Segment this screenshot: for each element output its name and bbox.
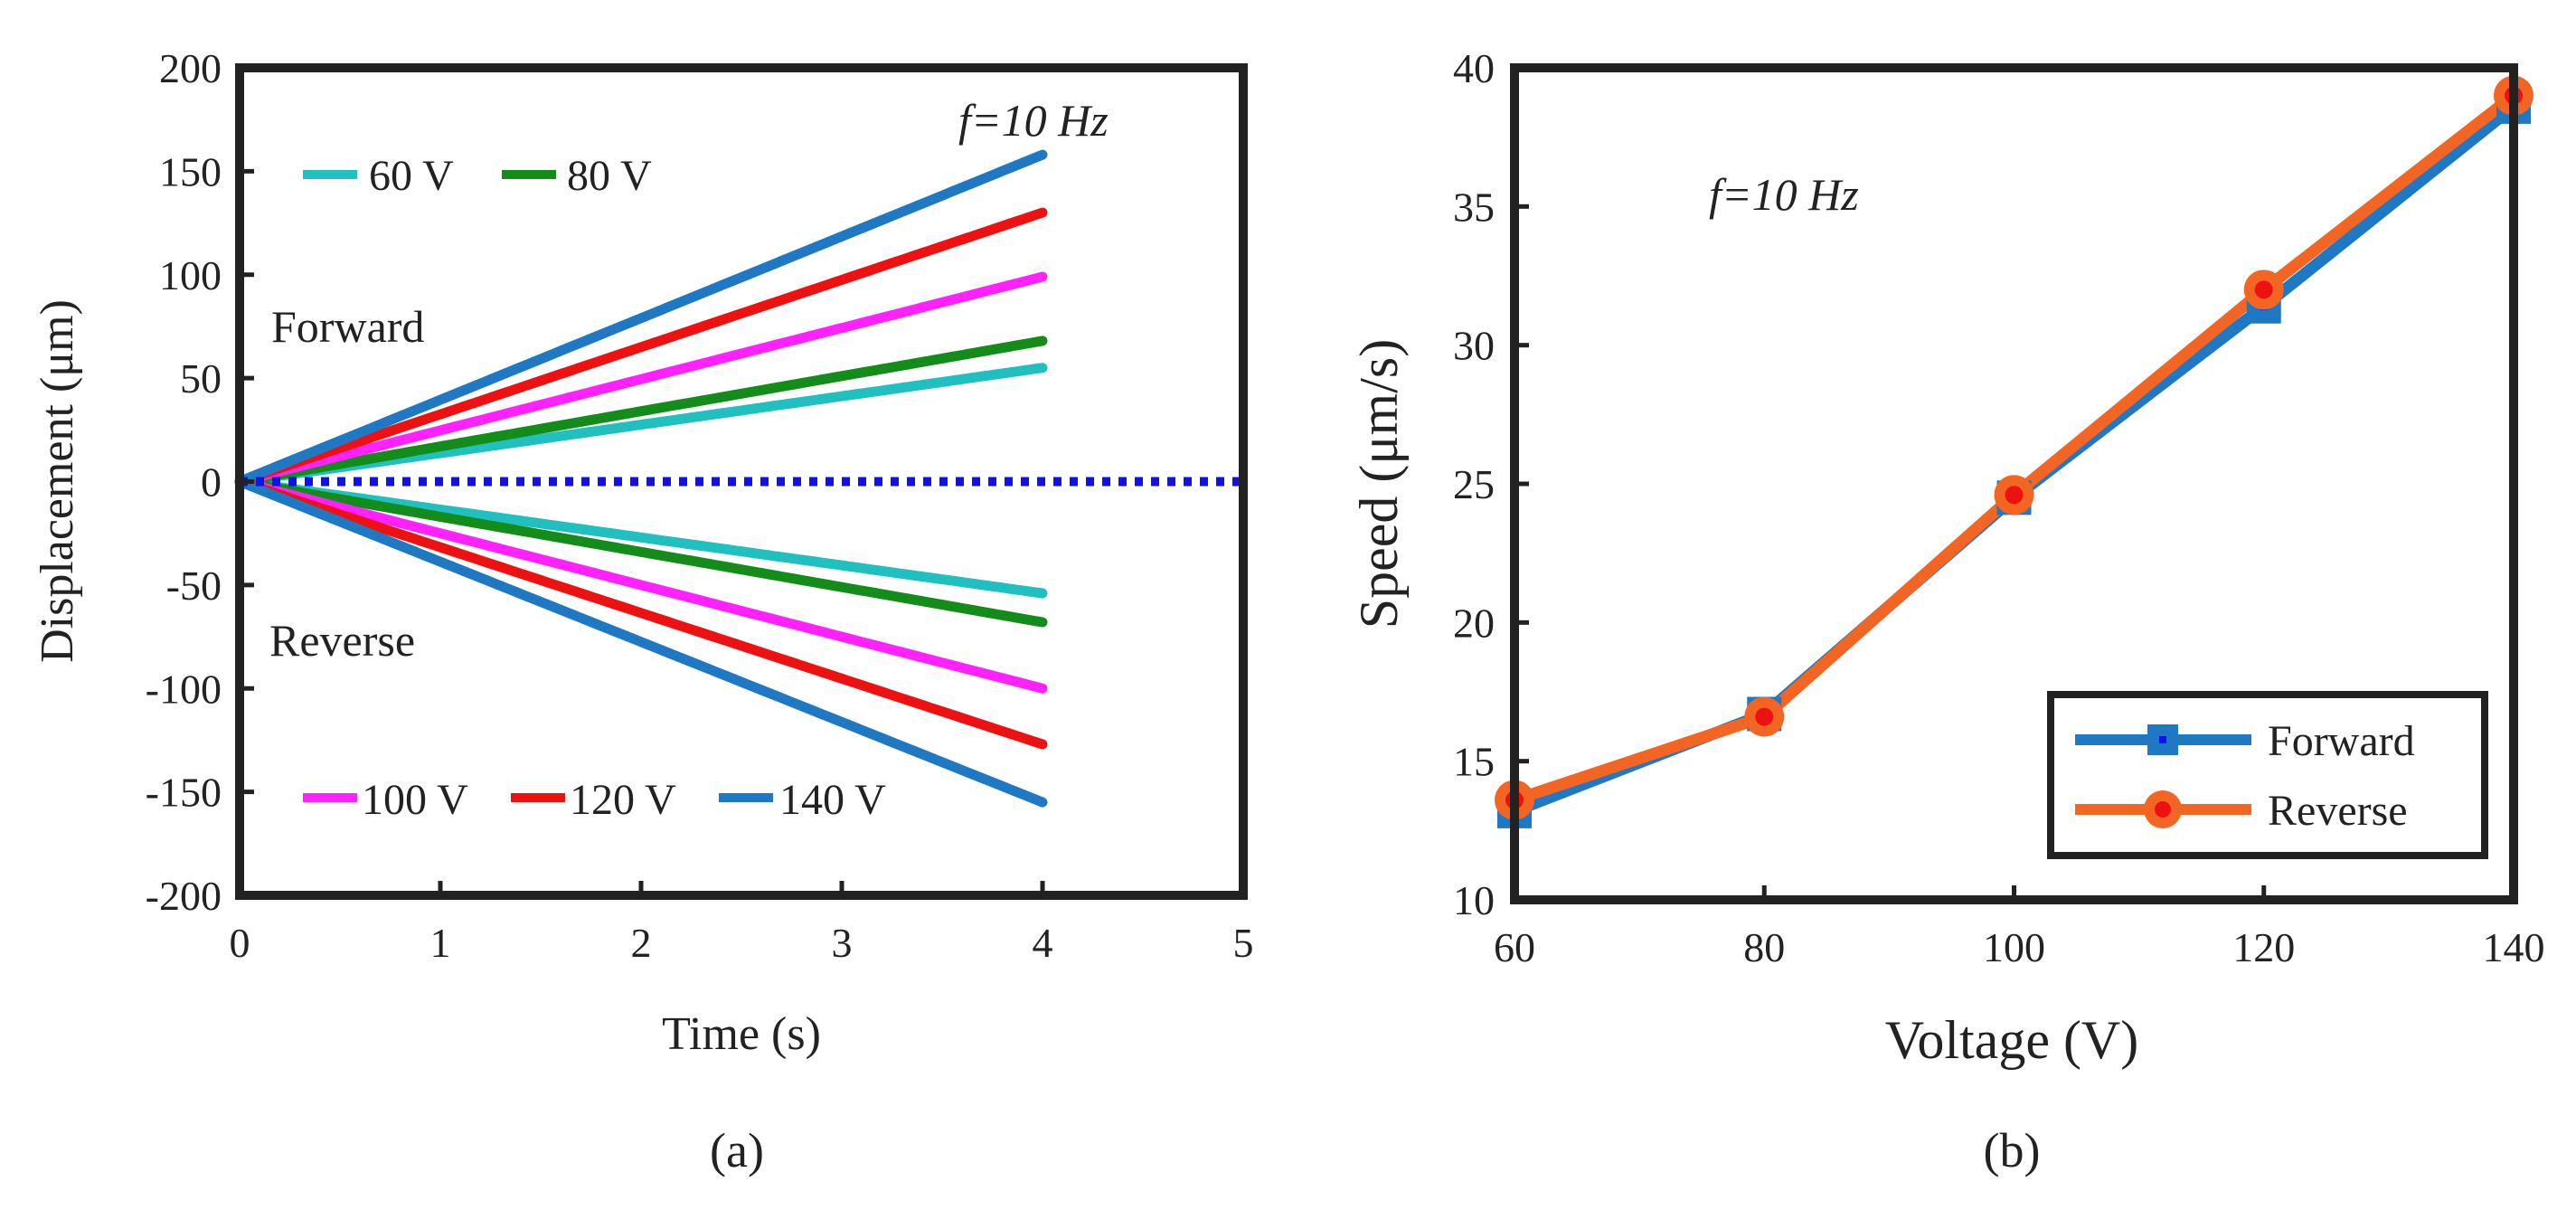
panel-a-legend-bottom: 100 V 120 V 140 V: [303, 776, 886, 824]
panel-a-x-tick-label: 2: [631, 920, 652, 966]
series-reverse-point-center: [2254, 280, 2273, 299]
panel-b-frequency-annotation: f=10 Hz: [1709, 169, 1859, 220]
panel-a-y-tick-label: -200: [146, 873, 222, 919]
legend-label-120v: 120 V: [570, 776, 676, 824]
series-reverse-point-center: [1755, 707, 1774, 726]
panel-b-y-axis-label: Speed (μm/s): [1349, 339, 1409, 629]
series-reverse-point-center: [2005, 486, 2024, 505]
panel-b-caption: (b): [1984, 1123, 2041, 1177]
panel-a-y-tick-label: 150: [159, 148, 222, 194]
panel-b-x-axis-label: Voltage (V): [1885, 1010, 2139, 1070]
legend-marker-reverse-center: [2155, 801, 2171, 818]
panel-a-y-tick-label: 200: [159, 45, 222, 91]
panel-a-frequency-annotation: f=10 Hz: [958, 95, 1109, 146]
panel-a-y-axis-label: Displacement (μm): [32, 299, 83, 663]
panel-a-y-tick-label: -50: [166, 563, 222, 609]
panel-a-x-tick-label: 3: [832, 920, 853, 966]
panel-a-x-ticks: 0 1 2 3 4 5: [230, 881, 1254, 966]
panel-b-x-ticks: 60 80 100 120 140: [1494, 885, 2545, 970]
panel-a-x-tick-label: 1: [430, 920, 451, 966]
panel-b-y-tick-label: 35: [1453, 184, 1495, 230]
panel-a-legend-top: 60 V 80 V: [303, 152, 652, 200]
series-120v-reverse-line: [234, 477, 1048, 750]
panel-b-y-tick-label: 30: [1453, 323, 1495, 369]
panel-b-x-tick-label: 140: [2483, 924, 2545, 970]
panel-a-x-axis-label: Time (s): [662, 1008, 821, 1060]
panel-a-y-tick-label: 100: [159, 252, 222, 298]
panel-b-legend-box: [2047, 691, 2488, 859]
panel-a-plot-area: [234, 149, 1243, 808]
series-80v-reverse-line: [234, 477, 1048, 628]
legend-label-140v: 140 V: [779, 776, 886, 824]
series-140v-reverse-line: [234, 477, 1048, 808]
panel-a-y-tick-label: 0: [201, 459, 222, 506]
panel-b-y-tick-label: 40: [1453, 45, 1495, 91]
series-140v-forward-line: [234, 149, 1048, 487]
panel-b-y-ticks: 10 15 20 25 30 35 40: [1453, 45, 1529, 923]
panel-a-y-tick-label: 50: [180, 355, 222, 402]
series-80v-forward-line: [234, 336, 1048, 487]
panel-b-legend: Forward Reverse: [2047, 691, 2488, 859]
panel-b-x-tick-label: 120: [2232, 924, 2295, 970]
legend-label-100v: 100 V: [362, 776, 468, 824]
panel-b-x-tick-label: 100: [1983, 924, 2045, 970]
legend-label-reverse: Reverse: [2268, 787, 2408, 835]
series-100v-forward-line: [234, 271, 1048, 487]
panel-a-caption: (a): [710, 1123, 764, 1177]
series-120v-forward-line: [234, 207, 1048, 487]
panel-a-forward-annotation: Forward: [271, 301, 424, 352]
panel-b-y-tick-label: 10: [1453, 877, 1495, 923]
legend-label-forward: Forward: [2268, 717, 2415, 765]
panel-a-displacement-chart: 0 1 2 3 4 5 -200 -150 -100 -50 0 50 100 150 200 Time …: [32, 45, 1254, 1177]
legend-marker-forward-center: [2159, 736, 2166, 743]
panel-b-x-tick-label: 80: [1743, 924, 1785, 970]
panel-b-y-tick-label: 25: [1453, 461, 1495, 507]
panel-a-x-tick-label: 0: [230, 920, 250, 966]
series-100v-reverse-line: [234, 477, 1048, 694]
panel-b-speed-chart: 60 80 100 120 140 10 15 20 25 30 35 40 Voltage (V)…: [1349, 45, 2545, 1177]
legend-label-80v: 80 V: [567, 152, 652, 200]
panel-a-x-tick-label: 4: [1033, 920, 1053, 966]
panel-a-reverse-annotation: Reverse: [269, 615, 415, 666]
panel-a-y-tick-label: -100: [146, 666, 222, 712]
panel-b-y-tick-label: 20: [1453, 600, 1495, 646]
panel-a-y-ticks: -200 -150 -100 -50 0 50 100 150 200: [146, 45, 254, 919]
legend-label-60v: 60 V: [369, 152, 454, 200]
panel-a-x-tick-label: 5: [1233, 920, 1254, 966]
panel-b-y-tick-label: 15: [1453, 739, 1495, 785]
panel-a-y-tick-label: -150: [146, 770, 222, 816]
panel-b-x-tick-label: 60: [1494, 924, 1535, 970]
